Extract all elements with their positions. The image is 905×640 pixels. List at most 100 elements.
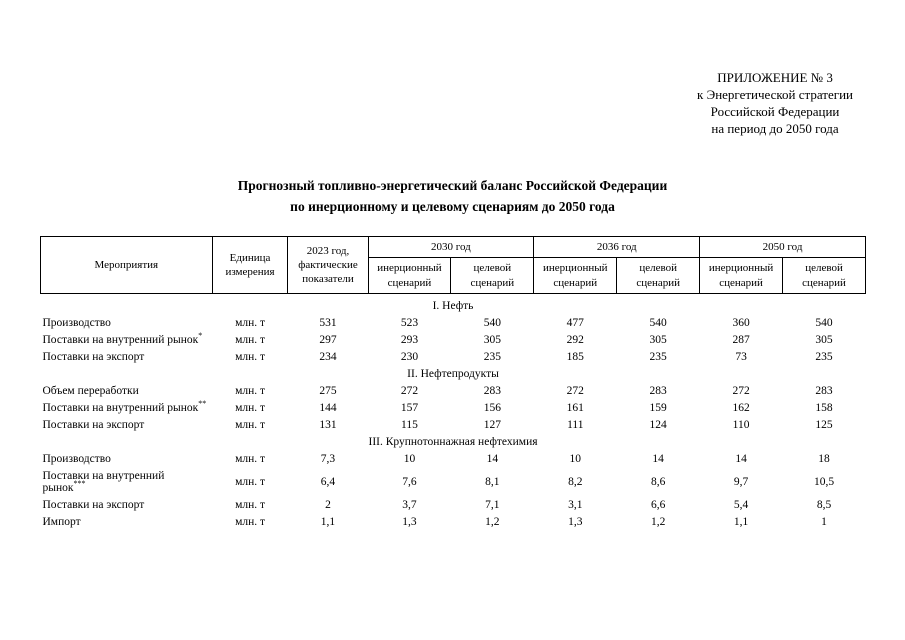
section-row: II. Нефтепродукты	[41, 366, 866, 383]
row-value: 8,1	[485, 476, 500, 489]
row-label: Поставки на внутренний рынок***	[42, 470, 165, 495]
table-header: Мероприятия Единица измерения 2023 год, …	[40, 235, 866, 294]
section-title: I. Нефть	[432, 300, 474, 313]
row-unit: млн. т	[235, 419, 266, 432]
row-value: 305	[649, 334, 667, 347]
row-value: 8,5	[816, 499, 832, 512]
appendix-line: на период до 2050 года	[711, 120, 839, 136]
row-value: 272	[400, 385, 419, 398]
row-label: Поставки на экспорт	[42, 351, 145, 364]
row-value: 9,7	[733, 476, 749, 489]
balance-table: Мероприятия Единица измерения 2023 год, …	[40, 235, 866, 531]
row-value: 7,3	[320, 453, 336, 466]
row-value: 230	[400, 351, 419, 364]
header-unit: Единица измерения	[211, 236, 289, 294]
row-value: 124	[649, 419, 667, 432]
row-value: 158	[815, 402, 833, 415]
row-value: 131	[319, 419, 337, 432]
row-value: 477	[566, 317, 584, 330]
section-title: III. Крупнотоннажная нефтехимия	[368, 436, 538, 449]
row-value: 305	[483, 334, 501, 347]
row-value: 18	[818, 453, 830, 466]
row-unit: млн. т	[235, 516, 266, 529]
footnote-marker: ***	[73, 479, 86, 489]
row-value: 14	[486, 453, 499, 466]
row-label: Импорт	[42, 516, 81, 529]
row-label: Поставки на внутренний рынок**	[42, 399, 207, 415]
row-unit: млн. т	[235, 499, 266, 512]
table-row: Поставки на экспорт млн. т 2 3,7 7,1 3,1 6,6 5,…	[41, 497, 866, 514]
header-measures: Мероприятия	[40, 236, 213, 294]
header-scenario-target-2050: целевой сценарий	[782, 257, 866, 294]
row-unit: млн. т	[235, 317, 266, 330]
row-value: 10	[403, 453, 416, 466]
row-value: 5,4	[733, 499, 749, 512]
row-value: 234	[319, 351, 337, 364]
header-scenario-inertial-2036: инерционный сценарий	[533, 257, 618, 294]
row-value: 272	[732, 385, 750, 398]
table-body: I. Нефть Производство млн. т 531 523 540 477 54…	[41, 293, 866, 531]
row-value: 275	[319, 385, 337, 398]
row-value: 7,1	[485, 499, 500, 512]
row-value: 292	[566, 334, 584, 347]
row-value: 272	[566, 385, 584, 398]
appendix-line: Российской Федерации	[710, 103, 840, 119]
table-row: Производство млн. т 531 523 540 477 540 360 540	[41, 315, 866, 332]
header-scenario-target-2030: целевой сценарий	[450, 257, 535, 294]
footnote-marker: *	[198, 331, 203, 341]
row-value: 283	[815, 385, 833, 398]
row-value: 127	[483, 419, 501, 432]
row-value: 73	[735, 351, 747, 364]
row-value: 162	[732, 402, 750, 415]
table-row: Поставки на внутренний рынок*** млн. т 6,4…	[41, 468, 866, 497]
appendix-header: ПРИЛОЖЕНИЕ № 3 к Энергетической стратеги…	[697, 70, 853, 138]
row-value: 6,6	[650, 499, 666, 512]
row-value: 360	[732, 317, 750, 330]
row-value: 157	[400, 402, 419, 415]
row-value: 1,2	[485, 516, 500, 529]
row-value: 3,1	[568, 499, 583, 512]
row-value: 1,3	[568, 516, 583, 529]
table-row: Объем переработки млн. т 275 272 283 272 283 27…	[41, 383, 866, 400]
row-value: 110	[732, 419, 750, 432]
row-unit: млн. т	[235, 334, 266, 347]
footnote-marker: **	[198, 399, 207, 409]
row-label: Поставки на экспорт	[42, 499, 145, 512]
row-value: 6,4	[320, 476, 336, 489]
row-value: 1,1	[320, 516, 336, 529]
row-value: 2	[325, 499, 331, 512]
table-row: Поставки на внутренний рынок** млн. т 144 1…	[41, 400, 866, 417]
row-value: 523	[400, 317, 419, 330]
row-value: 283	[483, 385, 501, 398]
row-value: 287	[732, 334, 750, 347]
header-scenario-target-2036: целевой сценарий	[616, 257, 701, 294]
row-value: 161	[566, 402, 584, 415]
row-value: 111	[567, 419, 584, 432]
header-scenario-inertial-2030: инерционный сценарий	[367, 257, 452, 294]
header-year-2036: 2036 год	[533, 235, 701, 259]
row-value: 1,2	[650, 516, 666, 529]
row-value: 3,7	[402, 499, 417, 512]
section-row: III. Крупнотоннажная нефтехимия	[41, 434, 866, 451]
row-value: 283	[649, 385, 667, 398]
section-title: II. Нефтепродукты	[407, 368, 499, 381]
row-value: 7,6	[402, 476, 417, 489]
header-year-2050: 2050 год	[699, 235, 866, 259]
row-unit: млн. т	[235, 351, 266, 364]
page-title-line1: Прогнозный топливно-энергетический балан…	[237, 178, 668, 193]
row-value: 185	[566, 351, 584, 364]
row-value: 1,3	[402, 516, 417, 529]
row-unit: млн. т	[235, 402, 266, 415]
row-value: 235	[815, 351, 833, 364]
table-row: Поставки на внутренний рынок* млн. т 297 29…	[41, 332, 866, 349]
row-value: 531	[319, 317, 337, 330]
table-row: Поставки на экспорт млн. т 131 115 127 111 124…	[41, 417, 866, 434]
row-value: 125	[815, 419, 833, 432]
appendix-line: к Энергетической стратегии	[697, 86, 853, 102]
row-value: 14	[652, 453, 664, 466]
table-row: Импорт млн. т 1,1 1,3 1,2 1,3 1,2 1,1 1	[41, 514, 866, 531]
header-2023: 2023 год, фактические показатели	[287, 236, 369, 294]
table-row: Поставки на экспорт млн. т 234 230 235 185 235…	[41, 349, 866, 366]
row-value: 1	[821, 516, 827, 529]
